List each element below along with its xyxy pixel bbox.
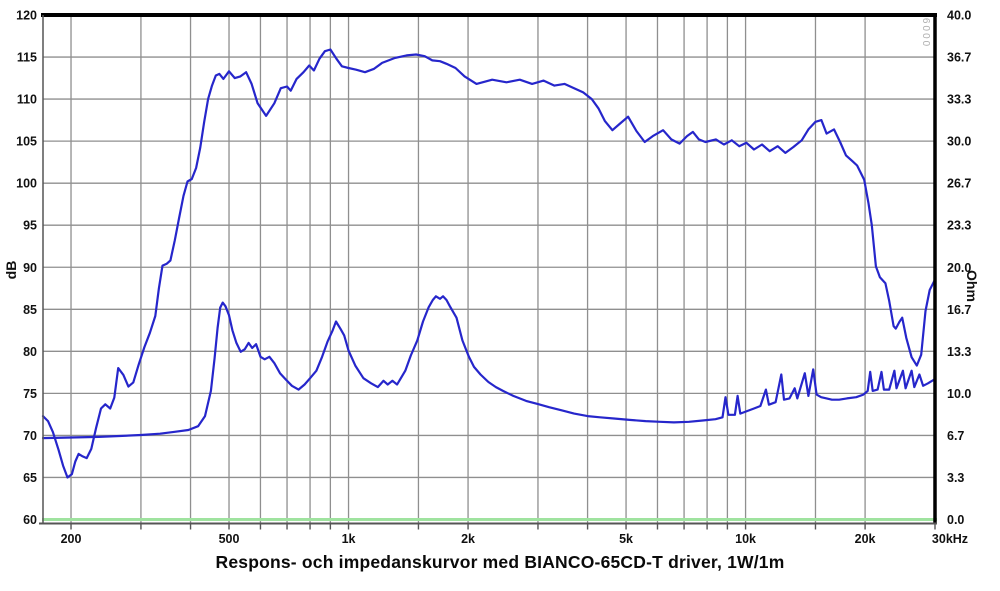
y-axis-right-tick-label: 23.3	[947, 219, 971, 233]
y-axis-right-tick-label: 13.3	[947, 345, 971, 359]
left-axis-unit-label: dB	[3, 260, 19, 280]
y-axis-left-tick-label: 65	[23, 471, 37, 485]
y-axis-left-tick-label: 105	[16, 135, 37, 149]
y-axis-right-tick-label: 26.7	[947, 177, 971, 191]
y-axis-left-tick-label: 75	[23, 387, 37, 401]
x-axis-tick-label: 5k	[619, 532, 633, 546]
x-axis-tick-label: 30kHz	[932, 532, 968, 546]
y-axis-right-tick-label: 40.0	[947, 9, 971, 23]
y-axis-left-tick-label: 120	[16, 9, 37, 23]
chart-title: Respons- och impedanskurvor med BIANCO-6…	[215, 552, 785, 572]
x-axis-tick-label: 2k	[461, 532, 475, 546]
y-axis-right-tick-label: 0.0	[947, 513, 964, 527]
x-axis-tick-label: 1k	[342, 532, 356, 546]
watermark-text: 0009	[922, 15, 933, 47]
y-axis-right-tick-label: 10.0	[947, 387, 971, 401]
x-axis-tick-label: 20k	[855, 532, 876, 546]
right-axis-unit-label: Ohm	[964, 270, 980, 302]
y-axis-right-tick-label: 3.3	[947, 471, 964, 485]
y-axis-right-tick-label: 30.0	[947, 135, 971, 149]
x-axis-tick-label: 200	[61, 532, 82, 546]
y-axis-left-tick-label: 115	[17, 51, 37, 65]
y-axis-left-tick-label: 100	[16, 177, 37, 191]
impedance-curve	[41, 295, 936, 440]
y-axis-right-tick-label: 16.7	[947, 303, 971, 317]
y-axis-left-tick-label: 80	[23, 345, 37, 359]
y-axis-right-tick-label: 36.7	[947, 51, 971, 65]
y-axis-right-tick-label: 33.3	[947, 93, 971, 107]
x-axis-tick-label: 500	[219, 532, 240, 546]
y-axis-right-tick-label: 20.0	[947, 261, 971, 275]
y-axis-left-tick-label: 85	[23, 303, 37, 317]
frequency-response-curve	[41, 48, 936, 479]
x-axis-tick-label: 10k	[735, 532, 756, 546]
y-axis-left-tick-label: 110	[17, 93, 37, 107]
y-axis-left-tick-label: 70	[23, 429, 37, 443]
y-axis-left-tick-label: 95	[23, 219, 37, 233]
y-axis-left-tick-label: 90	[23, 261, 37, 275]
y-axis-right-tick-label: 6.7	[947, 429, 964, 443]
y-axis-left-tick-label: 60	[23, 513, 37, 527]
